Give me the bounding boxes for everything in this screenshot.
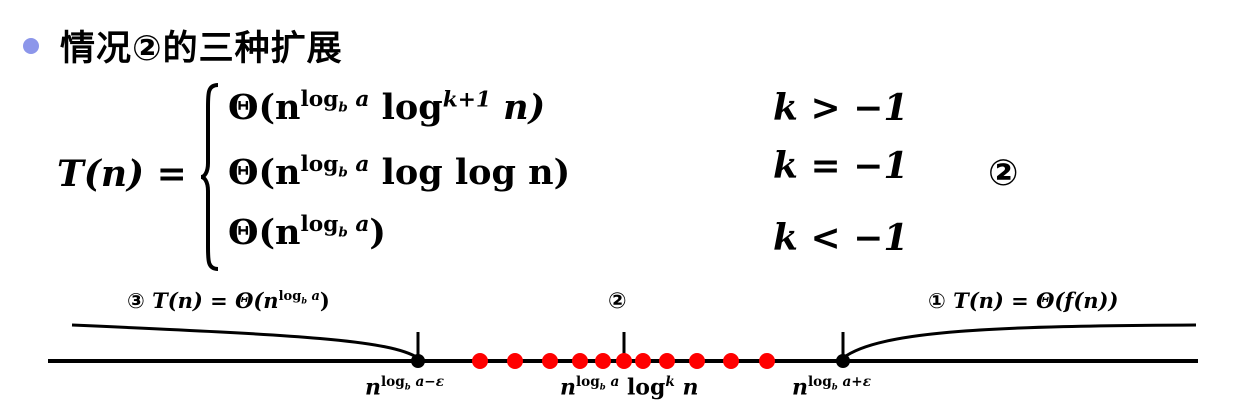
tick-mid-sup: log [576, 374, 600, 390]
case-2-subb: b [338, 164, 348, 181]
red-dot [759, 353, 775, 369]
case-2-supa: a [347, 152, 370, 178]
equation-lhs: T(n) = [57, 153, 187, 195]
cases-brace [200, 83, 219, 271]
slide-heading: 情况②的三种扩展 [60, 29, 343, 69]
tick-mid-post2: n [674, 374, 699, 401]
tick-label-right: nlogb a+ε [792, 374, 871, 400]
region-3-close: ) [319, 288, 330, 313]
right-curve [842, 323, 1197, 360]
red-dot [542, 353, 558, 369]
region-3-num: ③ [127, 289, 145, 313]
region-3-text: T(n) = Θ(n [152, 288, 279, 313]
tick-mid-base: n [560, 374, 576, 401]
red-dot [507, 353, 523, 369]
case-1-post1: log [369, 87, 443, 128]
left-curve [71, 323, 419, 360]
red-dot [595, 353, 611, 369]
case-3-condition: k < −1 [773, 217, 909, 259]
region-3-supa: a [306, 289, 320, 304]
case-3-sup: log [300, 212, 339, 238]
lhs-text: T(n) = [57, 153, 187, 195]
case-2-sup: log [300, 152, 339, 178]
case-2-post1: log log n) [369, 152, 571, 193]
tick-right-base: n [792, 374, 808, 401]
region-1-num: ① [928, 289, 946, 313]
tick-right-subb: b [831, 381, 838, 392]
case-2-condition: k = −1 [773, 145, 909, 187]
red-dot [616, 353, 632, 369]
red-dots [472, 353, 775, 369]
red-dot [635, 353, 651, 369]
region-1-text: T(n) = Θ(f(n)) [953, 288, 1119, 313]
tick-left-base: n [365, 374, 381, 401]
case-1-subb: b [338, 99, 348, 116]
case-1-sup: log [300, 87, 339, 113]
tick-right-supa: a+ε [837, 374, 871, 390]
case-1-supa: a [347, 87, 370, 113]
region-3-sup: log [278, 289, 302, 304]
case-3-post1: ) [369, 212, 386, 253]
tick-mid-post: log [619, 374, 666, 401]
tick-left-supa: a−ε [410, 374, 444, 390]
red-dot [572, 353, 588, 369]
case-1-post2: n) [491, 87, 546, 128]
case-1-sup2: k+1 [442, 87, 491, 113]
red-dot [723, 353, 739, 369]
case-3-supa: a [347, 212, 370, 238]
tick-mid-sup2: k [665, 374, 675, 390]
case-1-expr: Θ(nlogb a logk+1 n) [228, 87, 545, 128]
case-3-expr: Θ(nlogb a) [228, 212, 386, 253]
region-3-subb: b [301, 295, 307, 306]
case-2-expr: Θ(nlogb a log log n) [228, 152, 570, 193]
left-point [411, 354, 425, 368]
red-dot [689, 353, 705, 369]
region-1-label: ① T(n) = Θ(f(n)) [928, 288, 1118, 313]
region-2-label: ② [608, 289, 627, 314]
tick-right-sup: log [808, 374, 832, 390]
case-3-subb: b [338, 224, 348, 241]
tick-mid-supa: a [605, 374, 620, 390]
equation-tag: ② [988, 153, 1019, 194]
bullet-point [23, 38, 39, 54]
tick-mid-subb: b [599, 381, 606, 392]
red-dot [659, 353, 675, 369]
tick-label-mid: nlogb a logk n [560, 374, 698, 400]
case-1-pre: Θ(n [228, 87, 301, 128]
case-3-pre: Θ(n [228, 212, 301, 253]
region-3-label: ③ T(n) = Θ(nlogb a) [127, 288, 330, 313]
tick-label-left: nlogb a−ε [365, 374, 444, 400]
case-2-pre: Θ(n [228, 152, 301, 193]
tick-left-subb: b [404, 381, 411, 392]
right-point [836, 354, 850, 368]
case-1-condition: k > −1 [773, 87, 909, 129]
red-dot [472, 353, 488, 369]
tick-left-sup: log [381, 374, 405, 390]
